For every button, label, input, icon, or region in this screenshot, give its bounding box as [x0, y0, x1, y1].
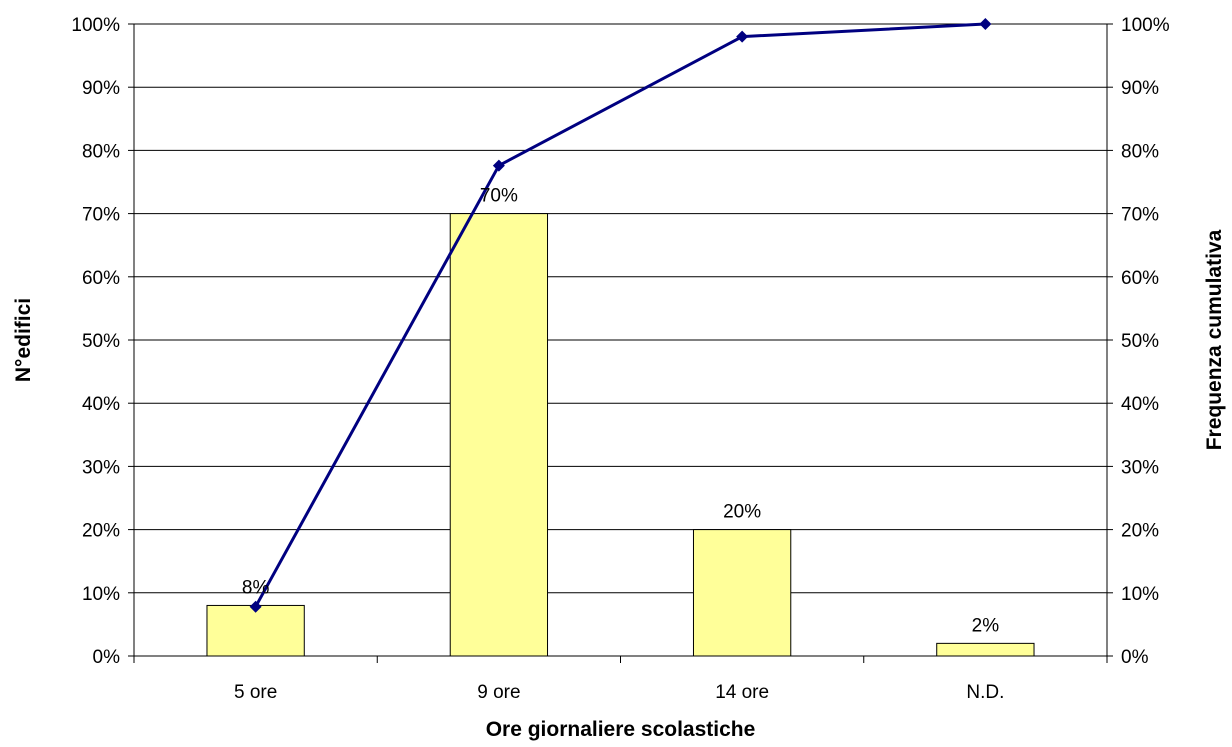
- y-right-tick-label: 10%: [1121, 584, 1159, 605]
- y-right-tick-label: 40%: [1121, 394, 1159, 415]
- bar-data-label: 70%: [480, 186, 518, 207]
- y-right-tick-label: 70%: [1121, 205, 1159, 226]
- x-tick-label: N.D.: [966, 682, 1004, 703]
- bar: [206, 604, 305, 657]
- bar-series: [206, 213, 1035, 657]
- bar-data-label: 2%: [972, 615, 1000, 636]
- bar-data-label: 8%: [242, 577, 270, 598]
- y-right-tick-label: 50%: [1121, 331, 1159, 352]
- y-right-tick-label: 80%: [1121, 141, 1159, 162]
- tick-labels: 0% 0% 10% 10% 20% 20% 30% 30% 40% 40% 50% 50% 60% 60%…: [71, 15, 1169, 703]
- y-right-tick-label: 100%: [1121, 15, 1170, 36]
- x-axis-title: Ore giornaliere scolastiche: [486, 718, 756, 741]
- y-tick-label: 30%: [82, 457, 120, 478]
- y-tick-label: 100%: [71, 15, 120, 36]
- y-tick-label: 60%: [82, 268, 120, 289]
- y-right-tick-label: 20%: [1121, 521, 1159, 542]
- y-tick-label: 20%: [82, 521, 120, 542]
- y-axis-title: N°edifici: [12, 298, 35, 382]
- y-tick-label: 0%: [93, 647, 121, 668]
- y-tick-label: 80%: [82, 141, 120, 162]
- x-tick-label: 5 ore: [234, 682, 277, 703]
- line-point-marker: [249, 600, 262, 613]
- cumulative-line-series: [249, 18, 992, 613]
- y-right-tick-label: 30%: [1121, 457, 1159, 478]
- y-tick-label: 50%: [82, 331, 120, 352]
- y-right-tick-label: 90%: [1121, 78, 1159, 99]
- gridlines: [134, 23, 1107, 594]
- axes: [128, 23, 1113, 663]
- bar: [449, 213, 549, 657]
- y-tick-label: 10%: [82, 584, 120, 605]
- cumulative-line: [254, 22, 986, 608]
- line-point-marker: [736, 30, 749, 43]
- data-labels: 8% 70% 20% 2%: [242, 186, 999, 637]
- y-tick-label: 40%: [82, 394, 120, 415]
- line-point-marker: [979, 18, 992, 30]
- line-point-marker: [492, 159, 505, 172]
- x-tick-label: 9 ore: [477, 682, 520, 703]
- bar: [692, 529, 792, 657]
- y-right-tick-label: 0%: [1121, 647, 1149, 668]
- y-right-tick-label: 60%: [1121, 268, 1159, 289]
- bar: [936, 642, 1035, 657]
- y-tick-label: 90%: [82, 78, 120, 99]
- y-axis-right-title: Frequenza cumulativa: [1203, 229, 1226, 450]
- x-tick-label: 14 ore: [715, 682, 769, 703]
- y-tick-label: 70%: [82, 205, 120, 226]
- bar-data-label: 20%: [723, 502, 761, 523]
